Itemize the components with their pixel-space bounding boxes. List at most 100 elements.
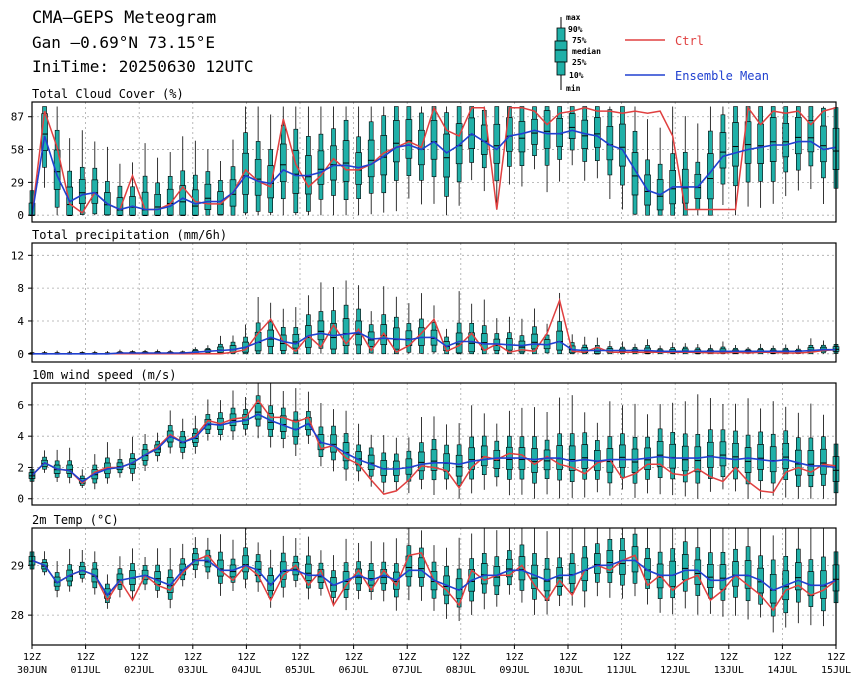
box-iqr xyxy=(732,122,739,167)
box-lower-tail xyxy=(67,214,72,217)
box-iqr xyxy=(694,446,702,473)
box-lower-tail xyxy=(419,345,424,354)
box-upper-tail xyxy=(620,433,625,446)
box-lower-tail xyxy=(54,585,60,591)
box-lower-tail xyxy=(481,583,487,594)
box-upper-tail xyxy=(306,555,311,565)
box-lower-tail xyxy=(582,580,588,592)
box-lower-tail xyxy=(733,585,738,598)
box-lower-tail xyxy=(595,146,600,161)
legend-mean-label: Ensemble Mean xyxy=(675,69,769,83)
box-lower-tail xyxy=(67,580,72,587)
box-upper-tail xyxy=(708,429,713,443)
box-lower-tail xyxy=(218,575,223,584)
box-upper-tail xyxy=(105,181,110,193)
box-lower-tail xyxy=(356,184,361,199)
box-lower-tail xyxy=(42,568,47,573)
y-tick-label: 6 xyxy=(17,399,24,412)
x-tick-hour: 12Z xyxy=(237,652,255,663)
box-iqr xyxy=(78,179,86,204)
box-upper-tail xyxy=(331,570,336,578)
legend: max 90% 75% median 25% 10% min Ctrl Ense… xyxy=(554,13,769,93)
legend-box-label-25: 25% xyxy=(572,58,587,67)
box-lower-tail xyxy=(130,468,135,474)
box-upper-tail xyxy=(230,558,236,566)
box-upper-tail xyxy=(230,341,236,346)
box-lower-tail xyxy=(758,163,763,182)
box-upper-tail xyxy=(720,429,726,443)
box-lower-tail xyxy=(494,468,500,478)
x-tick-hour: 12Z xyxy=(23,652,41,663)
box-upper-tail xyxy=(368,324,374,333)
box-upper-tail xyxy=(117,459,123,464)
box-iqr xyxy=(279,143,287,183)
box-lower-tail xyxy=(318,449,324,457)
box-lower-tail xyxy=(431,344,437,353)
box-upper-tail xyxy=(431,439,437,451)
box-lower-tail xyxy=(720,465,726,478)
box-iqr xyxy=(769,446,777,473)
box-lower-tail xyxy=(167,441,173,448)
box-iqr xyxy=(656,441,664,467)
box-lower-tail xyxy=(481,465,487,475)
box-lower-tail xyxy=(620,165,625,186)
box-upper-tail xyxy=(193,174,198,191)
box-iqr xyxy=(493,123,501,164)
box-lower-tail xyxy=(268,590,273,598)
box-upper-tail xyxy=(293,411,299,421)
box-upper-tail xyxy=(218,412,223,419)
box-upper-tail xyxy=(180,170,186,186)
box-upper-tail xyxy=(670,153,675,171)
box-upper-tail xyxy=(595,106,600,118)
box-upper-tail xyxy=(708,552,713,565)
box-lower-tail xyxy=(507,469,512,480)
box-lower-tail xyxy=(318,184,324,200)
box-iqr xyxy=(820,448,827,475)
x-tick-hour: 12Z xyxy=(666,652,684,663)
box-upper-tail xyxy=(381,314,387,325)
box-lower-tail xyxy=(557,146,562,160)
x-tick-hour: 12Z xyxy=(559,652,577,663)
x-tick-hour: 12Z xyxy=(505,652,523,663)
box-lower-tail xyxy=(381,583,387,591)
box-iqr xyxy=(568,113,576,139)
box-lower-tail xyxy=(645,469,650,480)
box-upper-tail xyxy=(406,323,412,332)
box-lower-tail xyxy=(243,424,248,430)
box-upper-tail xyxy=(381,452,387,461)
box-lower-tail xyxy=(193,442,198,447)
box-iqr xyxy=(204,183,212,210)
x-tick-hour: 12Z xyxy=(398,652,416,663)
box-upper-tail xyxy=(318,311,324,322)
box-lower-tail xyxy=(180,574,186,581)
box-upper-tail xyxy=(293,128,299,151)
box-upper-tail xyxy=(117,185,123,198)
box-upper-tail xyxy=(456,444,462,456)
box-lower-tail xyxy=(79,574,85,579)
y-tick-label: 87 xyxy=(11,111,24,124)
box-upper-tail xyxy=(293,555,299,563)
box-upper-tail xyxy=(645,159,650,176)
box-lower-tail xyxy=(142,214,148,217)
box-upper-tail xyxy=(557,321,562,332)
box-iqr xyxy=(305,563,312,581)
box-upper-tail xyxy=(419,112,424,131)
box-lower-tail xyxy=(632,571,638,584)
box-upper-tail xyxy=(783,106,789,124)
box-lower-tail xyxy=(205,566,211,573)
box-iqr xyxy=(619,444,626,468)
box-upper-tail xyxy=(268,405,273,414)
box-upper-tail xyxy=(695,434,701,448)
box-upper-tail xyxy=(456,106,462,124)
box-iqr xyxy=(254,159,262,196)
x-tick-hour: 12Z xyxy=(720,652,738,663)
box-upper-tail xyxy=(280,407,286,417)
box-lower-tail xyxy=(356,583,361,591)
box-lower-tail xyxy=(268,197,273,213)
box-upper-tail xyxy=(343,119,349,141)
box-upper-tail xyxy=(318,426,324,435)
box-upper-tail xyxy=(306,314,311,326)
box-upper-tail xyxy=(155,564,160,572)
box-upper-tail xyxy=(544,106,550,111)
box-lower-tail xyxy=(130,584,135,592)
